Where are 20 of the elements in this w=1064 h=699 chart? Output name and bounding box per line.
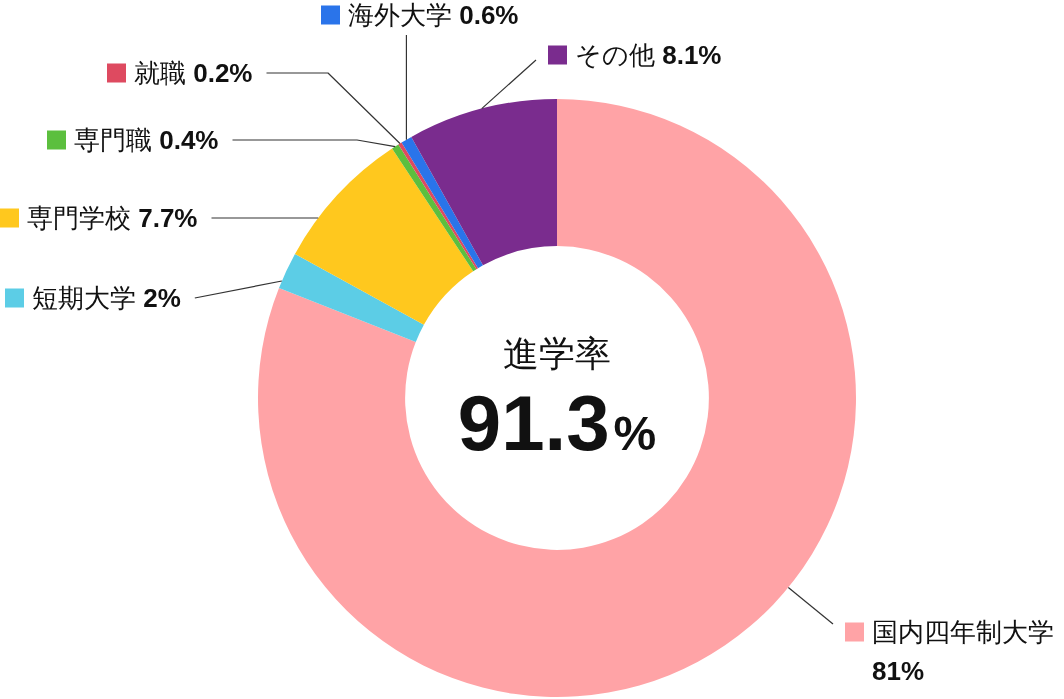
data-label: 0.6% xyxy=(452,0,519,31)
text: 進学率 xyxy=(503,333,611,374)
donut-slice xyxy=(411,99,557,266)
data-label: 0.4% xyxy=(152,125,219,156)
legend-label: 専門職 xyxy=(74,125,152,156)
data-label: 81% xyxy=(872,656,925,687)
data-label: 8.1% xyxy=(655,40,722,71)
donut-slice xyxy=(294,148,474,325)
legend-label: 就職 xyxy=(134,58,186,89)
text: 91.3% xyxy=(457,379,657,467)
data-label: 7.7% xyxy=(131,203,198,234)
legend-label: 海外大学 xyxy=(348,0,452,31)
data-label: 2% xyxy=(136,283,181,314)
legend-label: 国内四年制大学 xyxy=(872,617,1054,648)
legend-label: その他 xyxy=(575,40,655,71)
legend-label: 専門学校 xyxy=(27,203,131,234)
donut-slice xyxy=(258,99,856,697)
donut-slice xyxy=(279,253,424,343)
data-label: 0.2% xyxy=(186,58,253,89)
legend-label: 短期大学 xyxy=(32,283,136,314)
